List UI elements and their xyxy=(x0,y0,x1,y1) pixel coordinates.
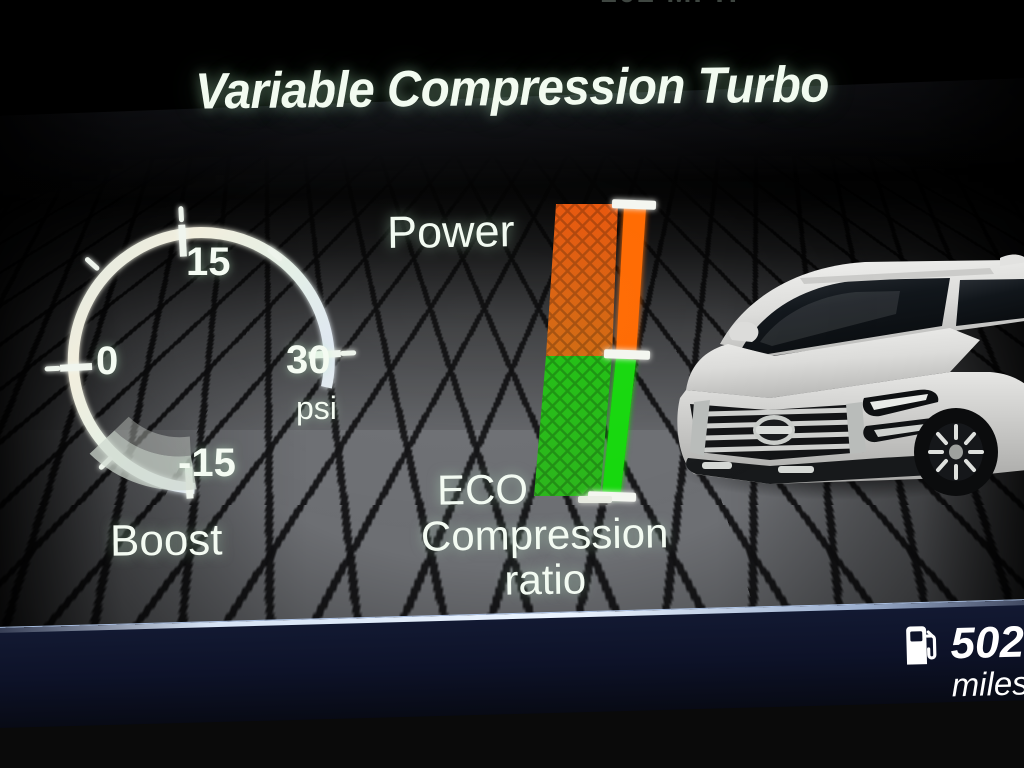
vmotion-right xyxy=(846,402,866,454)
gauge-tick-label-15: 15 xyxy=(186,240,231,284)
bumper-inserts xyxy=(702,462,814,473)
vehicle-hood xyxy=(686,328,980,398)
compression-ratio-caption-line2: ratio xyxy=(504,554,587,604)
fuel-range-unit: miles xyxy=(951,664,1024,704)
status-bar-lower xyxy=(0,699,1024,768)
headlamp-lower-lens xyxy=(874,423,934,437)
cr-ticks xyxy=(578,199,657,503)
cr-tick-top xyxy=(611,199,657,210)
fuel-range-value: 502 xyxy=(949,617,1024,669)
cr-outer-strip xyxy=(602,206,646,498)
gauge-value-wedge xyxy=(89,416,197,491)
vehicle-front-wheel xyxy=(914,408,998,496)
vehicle-mirror xyxy=(729,321,759,342)
vehicle-roof-rail xyxy=(800,268,994,284)
boost-gauge-label: Boost xyxy=(109,515,223,566)
gauge-tick-label-m15: -15 xyxy=(178,441,236,485)
vehicle-bumper xyxy=(686,454,950,484)
headlamp-drl xyxy=(870,394,928,410)
cr-inner-band xyxy=(534,204,618,496)
status-bar xyxy=(0,599,1024,768)
vehicle-side-window xyxy=(956,279,1024,326)
gauge-unit-label: psi xyxy=(296,390,337,426)
page-title: Variable Compression Turbo xyxy=(194,55,830,120)
nissan-badge xyxy=(753,415,795,445)
windshield-reflection xyxy=(760,291,900,346)
gauge-tick-label-0: 0 xyxy=(96,339,119,383)
cropped-top-readout: 102 MPH xyxy=(600,0,1024,6)
boost-gauge: 15 0 30 -15 psi xyxy=(38,198,378,528)
gauge-tick-label-30: 30 xyxy=(286,338,331,382)
cr-tick-middle xyxy=(603,349,651,360)
fuel-pump-icon xyxy=(906,626,937,665)
fuel-range-readout: 502 miles xyxy=(904,617,1024,704)
vehicle-windshield xyxy=(742,278,950,354)
vehicle-illustration xyxy=(650,222,1024,552)
vmotion-left xyxy=(690,400,710,456)
cr-indicator xyxy=(578,496,612,503)
eco-label: ECO xyxy=(436,465,529,514)
power-label: Power xyxy=(386,205,515,258)
vehicle-antenna xyxy=(1000,254,1024,266)
compression-ratio-bar xyxy=(500,196,680,516)
